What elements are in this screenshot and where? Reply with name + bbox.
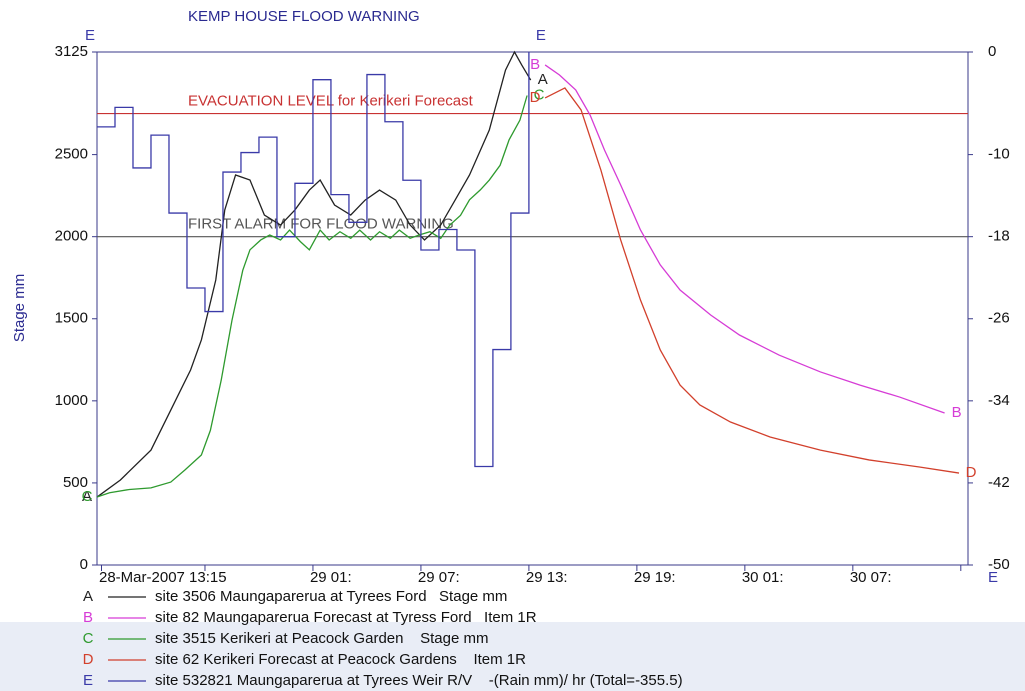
- legend-text: site 3506 Maungaparerua at Tyrees Ford S…: [155, 588, 507, 605]
- series-end-label: E: [536, 27, 546, 44]
- series-start-label: C: [82, 488, 93, 505]
- y2-tick-label: -34: [988, 392, 1010, 409]
- series-start-label: D: [530, 89, 541, 106]
- legend-letter: A: [83, 588, 93, 605]
- x-tick-label: 29 07:: [418, 569, 460, 586]
- x-tick-label: 29 01:: [310, 569, 352, 586]
- x-tick-label: 29 19:: [634, 569, 676, 586]
- y-tick-label: 2500: [55, 146, 88, 163]
- series-start-label: A: [82, 488, 92, 505]
- reference-label: FIRST ALARM FOR FLOOD WARNING: [188, 216, 454, 233]
- plot-frame: [96, 51, 969, 566]
- series-end-label: B: [952, 404, 962, 421]
- y2-tick-label: -26: [988, 310, 1010, 327]
- y-tick-label: 0: [80, 556, 88, 573]
- y-tick-label: 2000: [55, 228, 88, 245]
- y2-tick-label: -10: [988, 146, 1010, 163]
- y2-tick-label: -42: [988, 474, 1010, 491]
- chart-title: KEMP HOUSE FLOOD WARNING: [188, 8, 420, 25]
- series-start-label: B: [530, 56, 540, 73]
- y-tick-label: 1000: [55, 392, 88, 409]
- legend-letter: B: [83, 609, 93, 626]
- series-start-label: E: [85, 27, 95, 44]
- legend-letter: D: [83, 651, 94, 668]
- series-end-label: D: [966, 464, 977, 481]
- legend-text: site 532821 Maungaparerua at Tyrees Weir…: [155, 672, 683, 689]
- legend-band: [0, 622, 1025, 691]
- y2-tick-label: -18: [988, 228, 1010, 245]
- legend-letter: E: [83, 672, 93, 689]
- series-end-label: C: [534, 86, 545, 103]
- series-line: [544, 64, 945, 414]
- y-tick-label: 500: [63, 474, 88, 491]
- y-tick-label: 1500: [55, 310, 88, 327]
- x-tick-label: 30 01:: [742, 569, 784, 586]
- y2-tick-label: -50: [988, 556, 1010, 573]
- y-axis-label: Stage mm: [11, 274, 28, 342]
- x-tick-label: 28-Mar-2007 13:15: [99, 569, 227, 586]
- legend-letter: C: [83, 630, 94, 647]
- legend-text: site 82 Maungaparerua Forecast at Tyress…: [155, 609, 537, 626]
- series-line: [96, 50, 532, 498]
- legend-text: site 62 Kerikeri Forecast at Peacock Gar…: [155, 651, 526, 668]
- y2-tick-label: 0: [988, 43, 996, 60]
- legend-text: site 3515 Kerikeri at Peacock Garden Sta…: [155, 630, 489, 647]
- series-line: [544, 87, 960, 474]
- y-tick-label: 3125: [55, 43, 88, 60]
- x-tick-label: 30 07:: [850, 569, 892, 586]
- x-axis-end-label: E: [988, 569, 998, 586]
- series-end-label: A: [538, 71, 548, 88]
- series-line: [97, 52, 530, 468]
- x-tick-label: 29 13:: [526, 569, 568, 586]
- series-line: [96, 95, 528, 498]
